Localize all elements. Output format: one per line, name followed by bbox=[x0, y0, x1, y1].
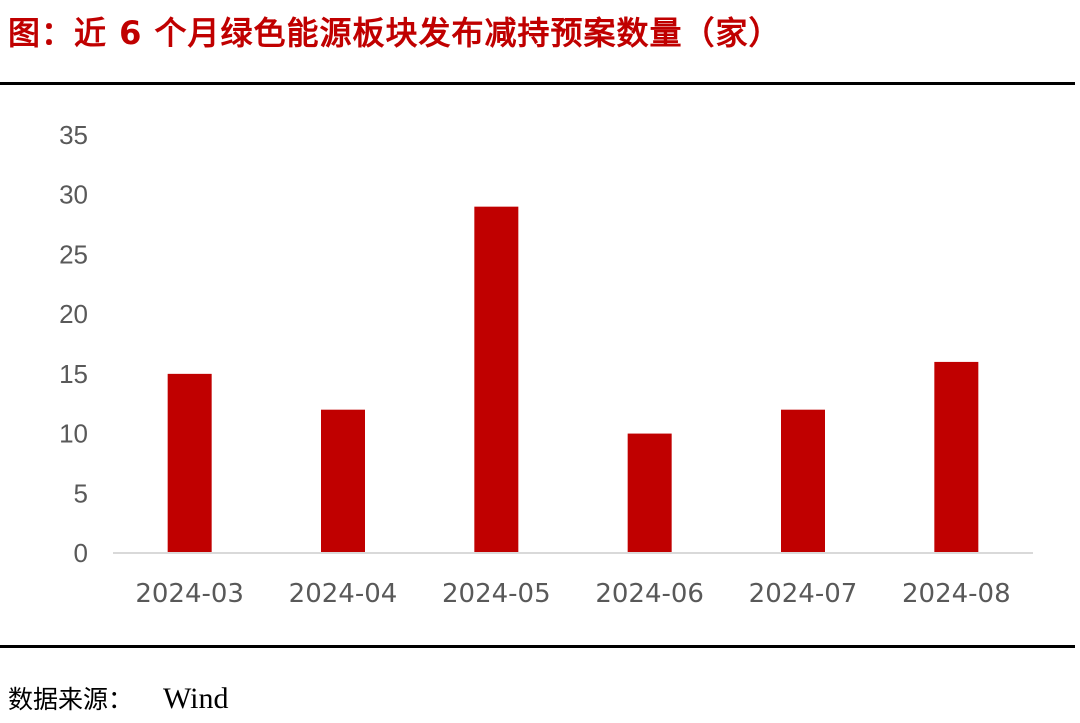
source-label: 数据来源： bbox=[8, 685, 134, 714]
y-tick-label: 15 bbox=[59, 359, 88, 389]
source-note: 数据来源： Wind bbox=[8, 680, 228, 716]
x-axis-ticks: 2024-03 2024-04 2024-05 2024-06 2024-07 2024-… bbox=[135, 579, 1010, 609]
y-tick-label: 25 bbox=[59, 239, 88, 269]
x-tick-label: 2024-07 bbox=[749, 579, 858, 609]
y-tick-label: 5 bbox=[74, 478, 88, 508]
y-tick-label: 30 bbox=[59, 180, 88, 210]
bars bbox=[167, 206, 979, 553]
source-value: Wind bbox=[163, 682, 229, 715]
x-tick-label: 2024-03 bbox=[135, 579, 244, 609]
x-tick-label: 2024-04 bbox=[289, 579, 398, 609]
bar bbox=[321, 409, 365, 553]
bar bbox=[474, 206, 519, 553]
bar bbox=[934, 361, 979, 553]
x-tick-label: 2024-06 bbox=[595, 579, 704, 609]
chart-title: 图：近 6 个月绿色能源板块发布减持预案数量（家） bbox=[8, 14, 782, 52]
bottom-rule bbox=[0, 645, 1075, 648]
bar bbox=[627, 433, 672, 553]
x-tick-label: 2024-08 bbox=[902, 579, 1011, 609]
y-tick-label: 0 bbox=[74, 538, 88, 568]
bar bbox=[167, 373, 212, 553]
y-axis-ticks: 0 5 10 15 20 25 30 35 bbox=[59, 120, 88, 568]
y-tick-label: 20 bbox=[59, 299, 88, 329]
y-tick-label: 35 bbox=[59, 120, 88, 150]
y-tick-label: 10 bbox=[59, 419, 88, 449]
x-tick-label: 2024-05 bbox=[442, 579, 551, 609]
bar bbox=[781, 409, 825, 553]
top-rule bbox=[0, 82, 1075, 85]
